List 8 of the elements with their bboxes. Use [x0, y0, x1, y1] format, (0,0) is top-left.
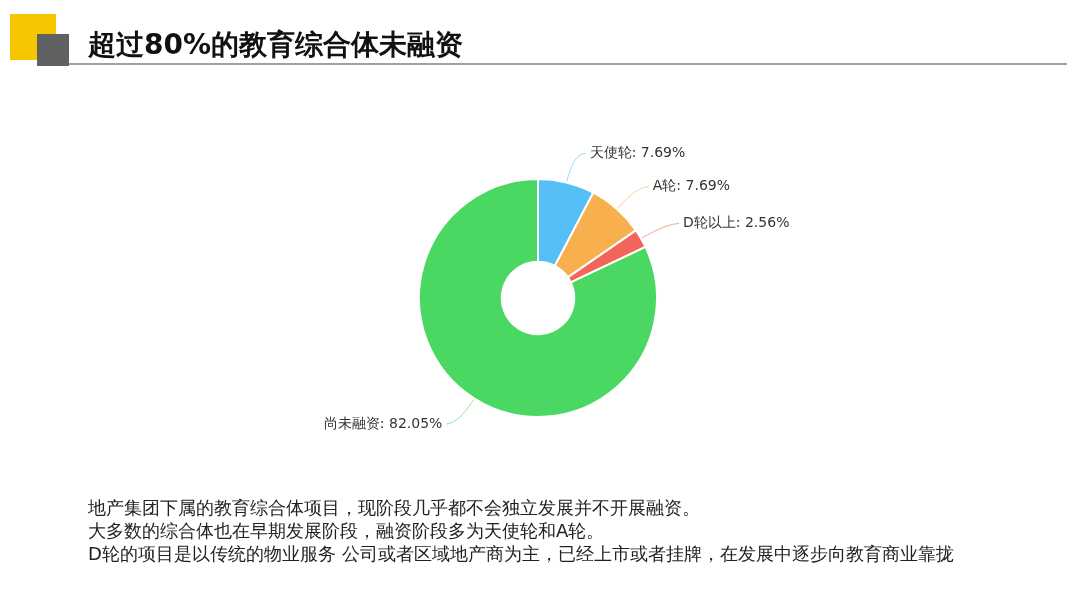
slice-label: 尚未融资: 82.05%: [323, 414, 443, 431]
text: D轮的项目是以传统的物业服务 公司或者区域地产商为主，已经上市或者挂牌，在发展中逐步向教育商业靠拢: [88, 542, 954, 565]
text: 大多数的综合体也在早期发展阶段，融资阶段多为天使轮和A轮。: [88, 519, 606, 542]
text: 地产集团下属的教育综合体项目，现阶段几乎都不会独立发展并不开展融资。: [88, 496, 701, 519]
slice-label: 天使轮: 7.69%: [589, 143, 686, 160]
chart-title: 超过80%的教育综合体未融资: [88, 27, 464, 63]
slice-label: D轮以上: 2.56%: [683, 214, 790, 231]
slice-label: A轮: 7.69%: [652, 177, 731, 194]
